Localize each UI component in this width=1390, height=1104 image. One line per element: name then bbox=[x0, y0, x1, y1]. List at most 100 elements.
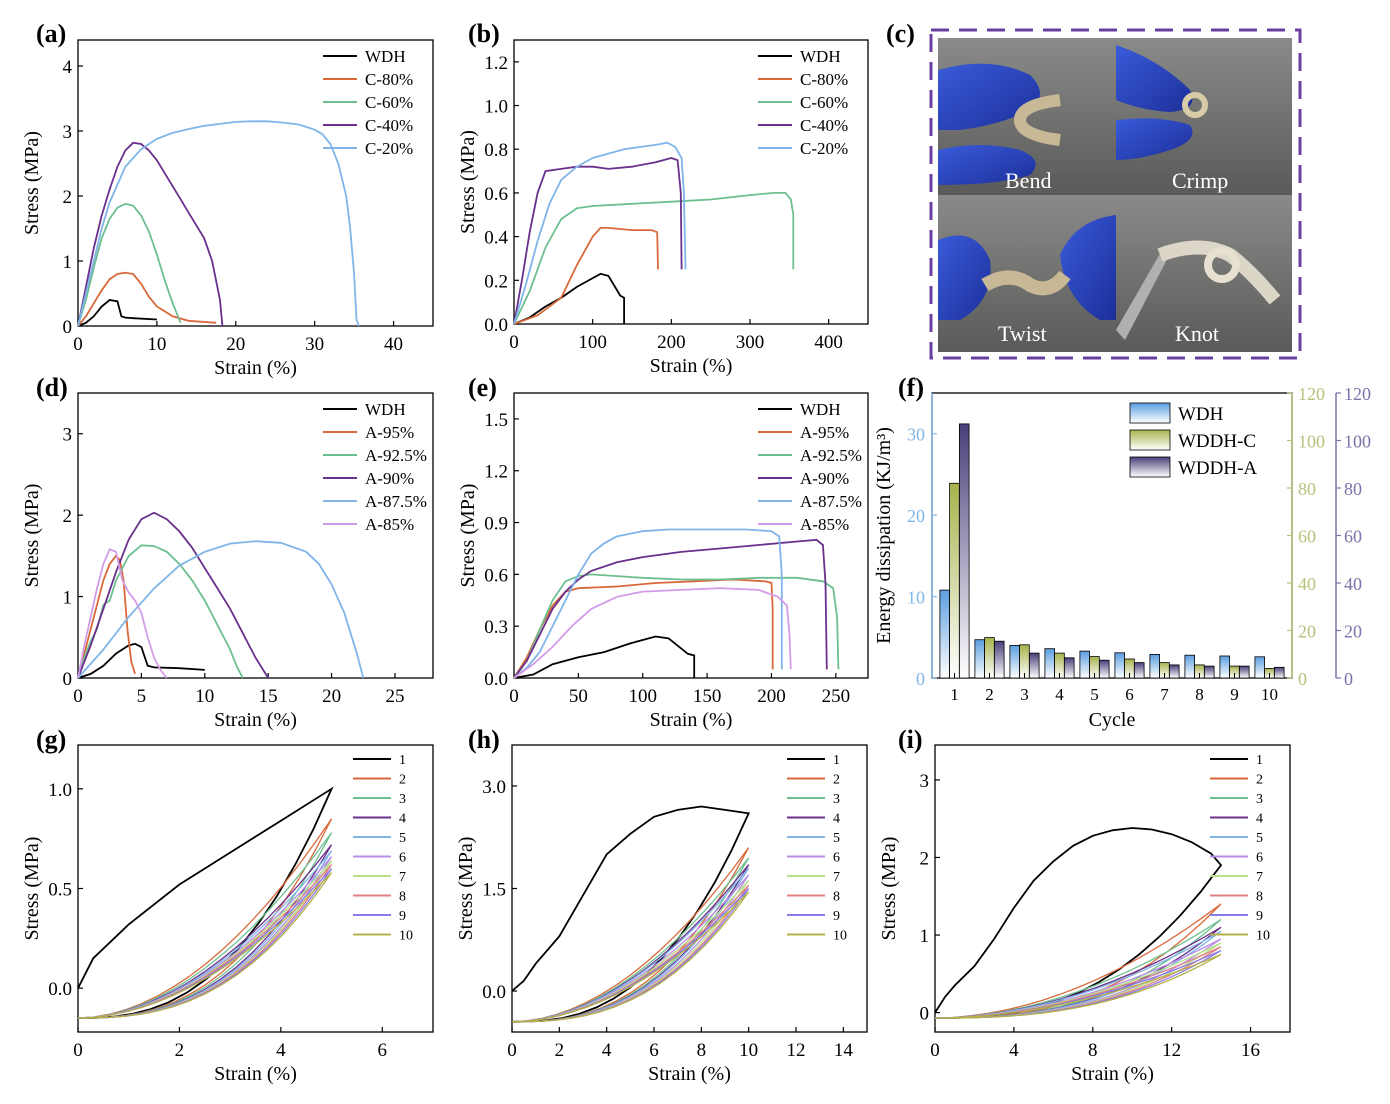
legend-label: 2 bbox=[399, 772, 406, 787]
right1-tick-label: 20 bbox=[1298, 622, 1316, 642]
legend-label: 3 bbox=[1256, 792, 1263, 807]
bar-wddh-c bbox=[984, 637, 995, 679]
y-tick-label: 4 bbox=[63, 57, 73, 78]
legend-label: A-87.5% bbox=[800, 492, 862, 511]
bar-wddh-a bbox=[1169, 664, 1180, 679]
legend-label: A-95% bbox=[365, 423, 414, 442]
right2-tick-label: 100 bbox=[1344, 432, 1371, 452]
bar-wdh bbox=[974, 639, 986, 679]
plot-frame bbox=[77, 392, 434, 679]
x-tick-label: 8 bbox=[697, 1040, 707, 1061]
left-tick-label: 0 bbox=[916, 669, 925, 689]
series-line bbox=[513, 587, 792, 679]
right1-tick-label: 80 bbox=[1298, 479, 1316, 499]
bar-wdh bbox=[1009, 645, 1021, 679]
panel-label-e: (e) bbox=[468, 373, 497, 402]
panel-label-a: (a) bbox=[36, 19, 66, 48]
panel-label-i: (i) bbox=[898, 725, 923, 754]
legend-label: 8 bbox=[833, 889, 840, 904]
x-tick-label: 6 bbox=[1125, 685, 1134, 704]
x-tick-label: 300 bbox=[736, 332, 765, 353]
y-tick-label: 1.0 bbox=[48, 780, 72, 801]
right1-tick-label: 100 bbox=[1298, 432, 1325, 452]
series-line bbox=[77, 642, 205, 679]
right2-tick-label: 0 bbox=[1344, 669, 1353, 689]
x-tick-label: 100 bbox=[578, 332, 607, 353]
y-tick-label: 0.5 bbox=[48, 880, 72, 901]
x-tick-label: 0 bbox=[507, 1040, 517, 1061]
y-tick-label: 0.6 bbox=[484, 184, 508, 205]
plot-frame bbox=[77, 744, 434, 1033]
legend-label: 10 bbox=[399, 928, 413, 943]
legend-label: C-60% bbox=[365, 93, 413, 112]
y-tick-label: 0.6 bbox=[484, 565, 508, 586]
y-tick-label: 0.0 bbox=[484, 669, 508, 690]
y-tick-label: 2 bbox=[63, 506, 73, 527]
left-tick-label: 20 bbox=[907, 506, 925, 526]
legend-label: A-87.5% bbox=[365, 492, 427, 511]
photo-bend: Bend bbox=[938, 38, 1116, 195]
right2-tick-label: 20 bbox=[1344, 622, 1362, 642]
legend-label: C-40% bbox=[800, 116, 848, 135]
bar-wddh-a bbox=[1099, 659, 1110, 679]
photo-label-twist: Twist bbox=[998, 321, 1047, 346]
legend-label: C-20% bbox=[365, 139, 413, 158]
legend-swatch bbox=[1129, 456, 1171, 478]
y-tick-label: 1 bbox=[63, 252, 73, 273]
y-tick-label: 0 bbox=[920, 1004, 930, 1025]
legend-label: 6 bbox=[1256, 850, 1263, 865]
x-tick-label: 40 bbox=[384, 334, 403, 355]
legend-swatch bbox=[1129, 402, 1171, 424]
y-tick-label: 1.5 bbox=[482, 880, 506, 901]
panel-label-h: (h) bbox=[468, 725, 500, 754]
x-tick-label: 0 bbox=[930, 1040, 940, 1061]
legend-label: WDH bbox=[365, 400, 406, 419]
x-tick-label: 4 bbox=[276, 1040, 286, 1061]
x-tick-label: 0 bbox=[73, 1040, 83, 1061]
y-tick-label: 2 bbox=[920, 848, 930, 869]
y-axis-label: Stress (MPa) bbox=[457, 130, 479, 234]
x-tick-label: 6 bbox=[378, 1040, 388, 1061]
x-tick-label: 9 bbox=[1230, 685, 1239, 704]
chart-e: 0 50 100 150 200 250 0.0 0.3 0.6 0.9 1.2 1.5 Strain … bbox=[457, 392, 869, 731]
x-tick-label: 12 bbox=[1162, 1040, 1181, 1061]
series-line bbox=[77, 202, 182, 327]
photo-label-crimp: Crimp bbox=[1172, 168, 1228, 193]
legend-label: C-20% bbox=[800, 139, 848, 158]
y-tick-label: 0.0 bbox=[482, 982, 506, 1003]
chart-g: 0 2 4 6 0.0 0.5 1.0 Strain (%) Stress (MPa) 1 2 3 4 5… bbox=[21, 744, 434, 1085]
legend-label: A-85% bbox=[365, 515, 414, 534]
plot-frame bbox=[934, 744, 1291, 1033]
x-tick-label: 0 bbox=[73, 334, 83, 355]
cycle-2-line bbox=[77, 818, 333, 1019]
x-tick-label: 8 bbox=[1088, 1040, 1098, 1061]
y-tick-label: 1 bbox=[920, 926, 930, 947]
legend-label: 8 bbox=[1256, 889, 1263, 904]
bar-wddh-a bbox=[994, 640, 1005, 679]
chart-d: 0 5 10 15 20 25 0 1 2 3 Strain (%) Stress (MPa) WDH A… bbox=[21, 392, 434, 731]
y-tick-label: 0.3 bbox=[484, 617, 508, 638]
y-axis-label: Energy dissipation (KJ/m³) bbox=[873, 427, 895, 644]
right2-tick-label: 120 bbox=[1344, 384, 1371, 404]
x-tick-label: 10 bbox=[147, 334, 166, 355]
bar-wdh bbox=[1184, 654, 1196, 679]
cycle-1-line bbox=[511, 805, 751, 1023]
y-tick-label: 1.2 bbox=[484, 462, 508, 483]
x-tick-label: 20 bbox=[322, 686, 341, 707]
cycle-3-line bbox=[77, 832, 333, 1019]
photo-knot: Knot bbox=[1116, 195, 1292, 352]
bar-wddh-a bbox=[1204, 665, 1215, 679]
bar-wdh bbox=[1079, 650, 1091, 679]
legend-label: C-60% bbox=[800, 93, 848, 112]
bar-wdh bbox=[1254, 656, 1266, 679]
legend-label: A-92.5% bbox=[800, 446, 862, 465]
x-tick-label: 4 bbox=[602, 1040, 612, 1061]
legend-label: C-40% bbox=[365, 116, 413, 135]
x-axis-label: Strain (%) bbox=[214, 1063, 297, 1085]
series-line bbox=[513, 538, 828, 679]
y-axis-label: Stress (MPa) bbox=[878, 837, 900, 941]
series-line bbox=[77, 511, 269, 679]
legend-label: 10 bbox=[833, 928, 847, 943]
right1-tick-label: 40 bbox=[1298, 574, 1316, 594]
y-tick-label: 0.0 bbox=[48, 979, 72, 1000]
